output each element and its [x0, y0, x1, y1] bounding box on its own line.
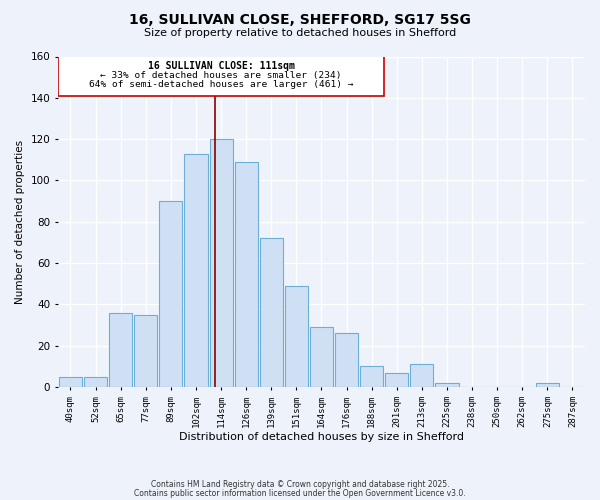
Bar	[385, 372, 409, 387]
Text: Contains public sector information licensed under the Open Government Licence v3: Contains public sector information licen…	[134, 488, 466, 498]
Bar	[109, 312, 132, 387]
Text: ← 33% of detached houses are smaller (234): ← 33% of detached houses are smaller (23…	[100, 71, 342, 80]
Bar	[260, 238, 283, 387]
Text: 16 SULLIVAN CLOSE: 111sqm: 16 SULLIVAN CLOSE: 111sqm	[148, 61, 295, 71]
Bar	[160, 201, 182, 387]
Bar	[184, 154, 208, 387]
Bar	[536, 383, 559, 387]
Bar	[134, 314, 157, 387]
Text: 16, SULLIVAN CLOSE, SHEFFORD, SG17 5SG: 16, SULLIVAN CLOSE, SHEFFORD, SG17 5SG	[129, 12, 471, 26]
Text: Contains HM Land Registry data © Crown copyright and database right 2025.: Contains HM Land Registry data © Crown c…	[151, 480, 449, 489]
Bar	[310, 327, 333, 387]
Bar	[410, 364, 433, 387]
Text: Size of property relative to detached houses in Shefford: Size of property relative to detached ho…	[144, 28, 456, 38]
Bar	[84, 376, 107, 387]
Bar	[436, 383, 458, 387]
X-axis label: Distribution of detached houses by size in Shefford: Distribution of detached houses by size …	[179, 432, 464, 442]
Bar	[209, 139, 233, 387]
Bar	[335, 334, 358, 387]
Bar	[58, 56, 384, 96]
Bar	[285, 286, 308, 387]
Y-axis label: Number of detached properties: Number of detached properties	[15, 140, 25, 304]
Bar	[360, 366, 383, 387]
Bar	[235, 162, 258, 387]
Text: 64% of semi-detached houses are larger (461) →: 64% of semi-detached houses are larger (…	[89, 80, 353, 90]
Bar	[59, 376, 82, 387]
